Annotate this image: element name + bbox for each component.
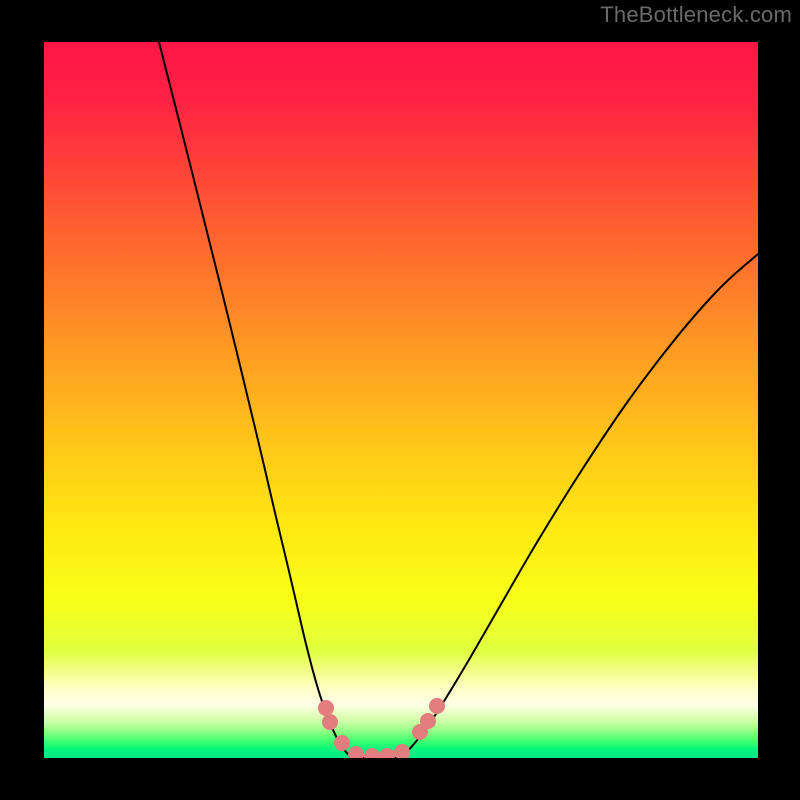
bottleneck-chart [0, 0, 800, 800]
curve-marker [394, 744, 410, 760]
chart-frame: TheBottleneck.com [0, 0, 800, 800]
gradient-background [44, 42, 758, 758]
curve-marker [318, 700, 334, 716]
curve-marker [420, 713, 436, 729]
curve-marker [334, 735, 350, 751]
curve-marker [322, 714, 338, 730]
curve-marker [429, 698, 445, 714]
